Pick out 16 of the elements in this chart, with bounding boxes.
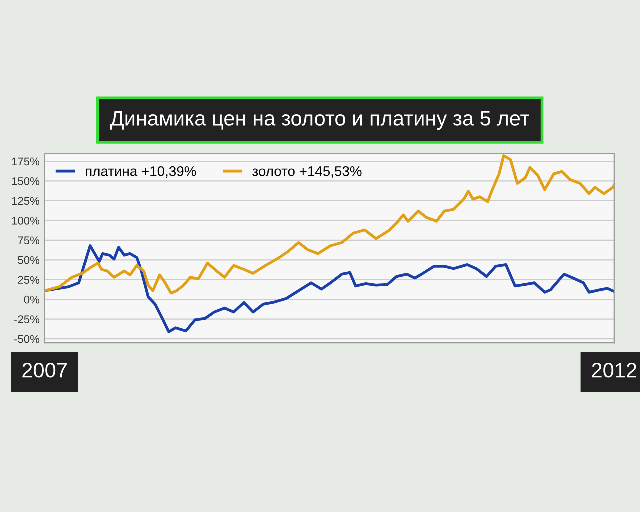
x-tick-label: 2007 bbox=[22, 363, 67, 378]
y-tick-label: -25% bbox=[14, 316, 40, 324]
chart-title: Динамика цен на золото и платину за 5 лет bbox=[110, 111, 530, 130]
y-tick-label: -50% bbox=[14, 335, 40, 344]
y-tick-label: 125% bbox=[12, 197, 40, 206]
y-tick-label: 150% bbox=[12, 177, 40, 186]
y-tick-label: 75% bbox=[18, 236, 40, 245]
line-series bbox=[44, 244, 614, 334]
y-tick-label: 175% bbox=[12, 158, 40, 166]
legend-label: золото +145,53% bbox=[252, 166, 362, 178]
legend-label: платина +10,39% bbox=[86, 166, 196, 178]
y-tick-label: 100% bbox=[12, 216, 40, 225]
y-tick-label: 25% bbox=[18, 276, 40, 284]
y-tick-label: 0% bbox=[24, 296, 40, 304]
y-tick-label: 50% bbox=[18, 256, 40, 264]
x-tick-label: 2012 bbox=[592, 363, 637, 378]
